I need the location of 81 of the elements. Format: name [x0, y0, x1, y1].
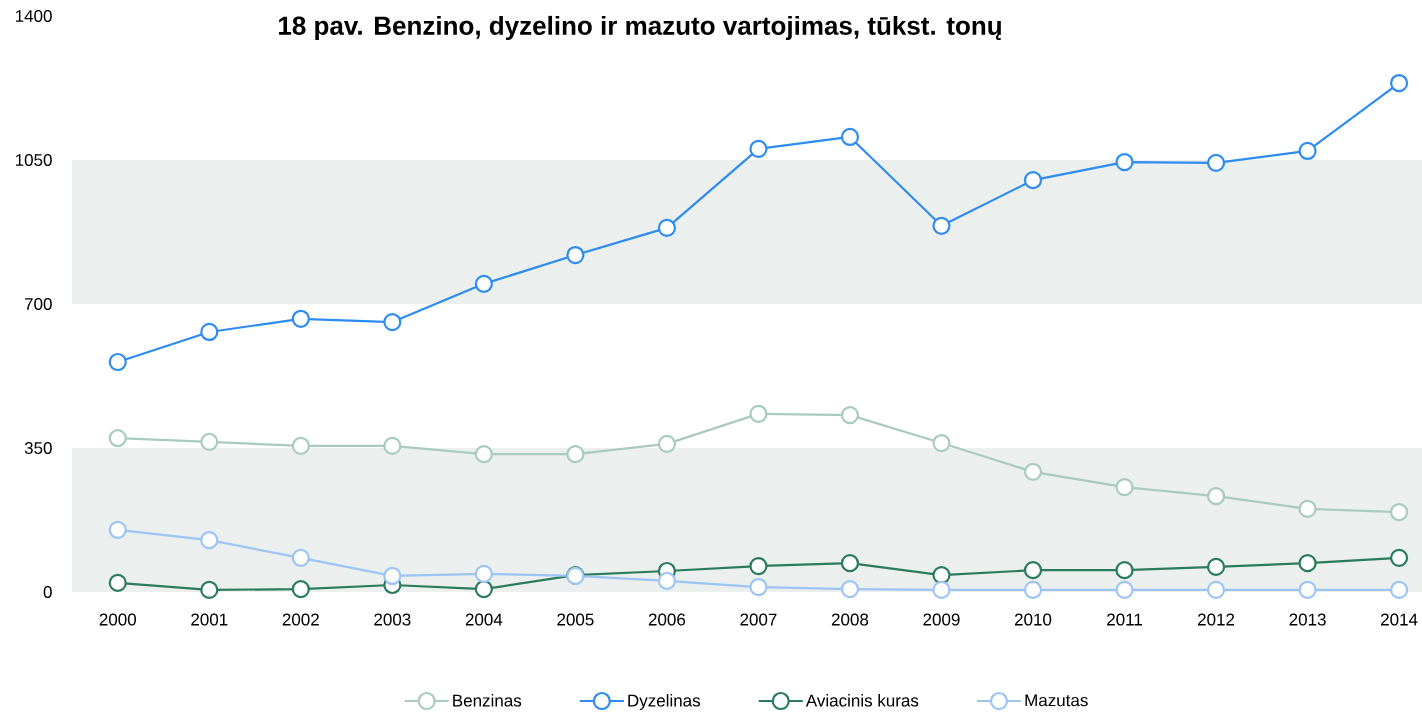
- legend-label: Aviacinis kuras: [805, 694, 919, 707]
- y-tick-label: 0: [43, 585, 52, 599]
- point: [749, 577, 768, 597]
- y-tick-label: 1050: [15, 153, 52, 167]
- point: [932, 433, 951, 453]
- chart-title: 18 pav. Benzino, dyzelino ir mazuto vartojimas, tūkst. tonų: [279, 15, 1001, 41]
- x-tick-label: 2008: [831, 613, 869, 626]
- x-tick-label: 2009: [923, 613, 960, 626]
- point: [1298, 554, 1317, 573]
- point: [1206, 557, 1226, 576]
- point: [108, 352, 127, 372]
- point: [749, 139, 768, 158]
- point: [291, 548, 310, 567]
- x-tick-label: 2004: [465, 613, 503, 626]
- x-tick-label: 2013: [1289, 613, 1326, 626]
- x-tick-label: 2003: [374, 613, 411, 626]
- point: [749, 404, 768, 423]
- point: [932, 566, 951, 585]
- point: [291, 436, 310, 456]
- point: [1023, 561, 1043, 580]
- point: [932, 580, 951, 600]
- point: [657, 218, 677, 237]
- point: [291, 580, 310, 599]
- x-tick-label: 2000: [99, 613, 137, 626]
- point: [200, 580, 219, 600]
- point: [474, 445, 493, 464]
- point: [474, 564, 493, 583]
- point: [1390, 548, 1409, 567]
- point: [1206, 153, 1226, 172]
- point: [383, 312, 402, 332]
- point: [1206, 487, 1226, 506]
- point: [1023, 580, 1043, 600]
- point: [200, 322, 219, 342]
- point: [291, 309, 310, 328]
- point: [566, 245, 585, 265]
- point: [383, 566, 402, 586]
- point: [1390, 73, 1409, 93]
- point: [657, 434, 677, 453]
- point: [1023, 171, 1043, 190]
- x-tick-label: 2001: [191, 613, 228, 626]
- point: [840, 554, 860, 573]
- point: [566, 445, 585, 464]
- point: [1298, 580, 1317, 600]
- x-tick-label: 2006: [648, 613, 686, 626]
- y-tick-label: 1400: [15, 9, 52, 23]
- point: [840, 405, 860, 425]
- point: [108, 520, 127, 539]
- point: [1115, 580, 1134, 600]
- x-tick-label: 2010: [1014, 613, 1052, 626]
- point: [1115, 152, 1134, 172]
- point: [1115, 561, 1134, 580]
- legend-label: Dyzelinas: [628, 694, 701, 710]
- point: [840, 580, 860, 599]
- point: [1298, 499, 1317, 518]
- point: [383, 436, 402, 456]
- x-tick-label: 2002: [282, 613, 319, 626]
- point: [932, 216, 951, 235]
- legend-label: Benzinas: [453, 694, 522, 707]
- point: [108, 573, 127, 593]
- x-tick-label: 2014: [1381, 613, 1418, 626]
- point: [108, 429, 127, 448]
- point: [1023, 462, 1043, 481]
- point: [1206, 580, 1226, 600]
- point: [474, 580, 493, 599]
- y-tick-label: 700: [24, 297, 52, 311]
- x-tick-label: 2011: [1107, 613, 1142, 626]
- point: [749, 556, 768, 576]
- point: [200, 432, 219, 451]
- point: [1390, 580, 1409, 600]
- x-tick-label: 2007: [740, 613, 777, 626]
- x-tick-label: 2012: [1198, 613, 1235, 626]
- point: [1115, 477, 1134, 497]
- point: [1390, 503, 1409, 522]
- point: [840, 127, 860, 147]
- legend-label: Mazutas: [1025, 694, 1088, 707]
- x-tick-label: 2005: [557, 613, 594, 626]
- point: [657, 571, 677, 590]
- point: [1298, 141, 1317, 161]
- y-tick-label: 350: [24, 441, 52, 455]
- point: [200, 531, 219, 550]
- point: [474, 274, 493, 293]
